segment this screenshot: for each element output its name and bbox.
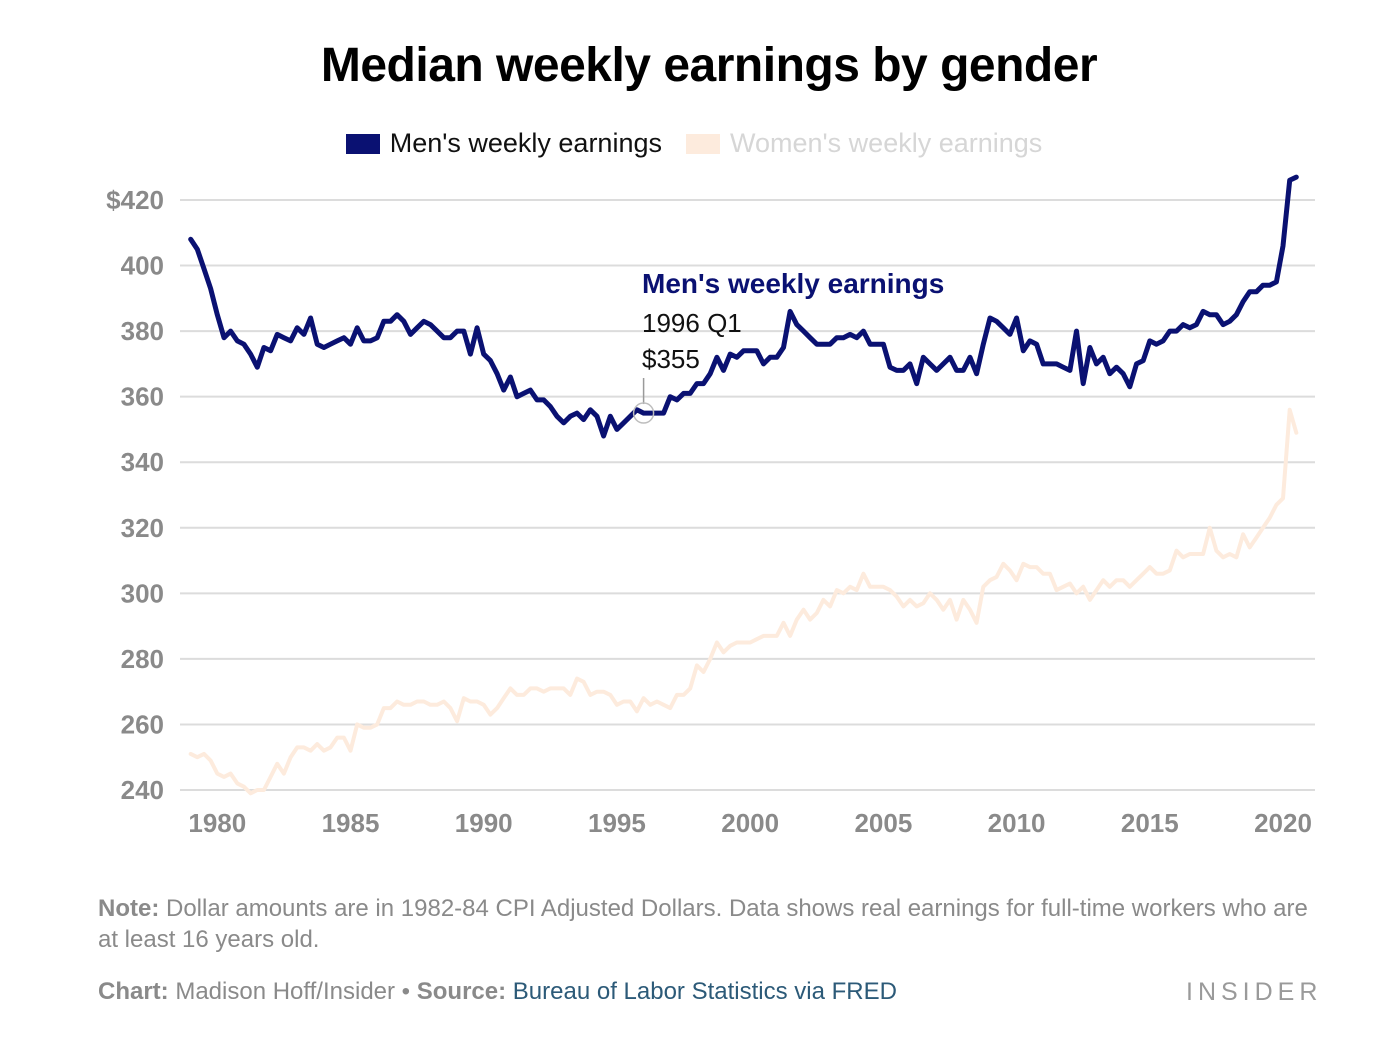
- series-lines: [188, 174, 1299, 796]
- credits: Chart: Madison Hoff/Insider • Source: Bu…: [98, 978, 897, 1006]
- note: Note: Dollar amounts are in 1982-84 CPI …: [98, 893, 1328, 955]
- legend-item-women[interactable]: Women's weekly earnings: [685, 128, 1043, 159]
- annotation-marker: [632, 402, 655, 424]
- y-tick-label: 360: [121, 382, 164, 412]
- x-tick-label: 1990: [455, 808, 513, 838]
- note-label: Note:: [98, 895, 160, 922]
- men-earnings-line[interactable]: [188, 174, 1299, 439]
- legend-swatch-men: [345, 133, 380, 154]
- legend-item-men[interactable]: Men's weekly earnings: [345, 128, 662, 159]
- y-tick-label: 400: [121, 251, 164, 281]
- x-tick-label: 1995: [588, 808, 646, 838]
- x-tick-label: 1985: [322, 808, 380, 838]
- y-tick-label: 340: [121, 447, 164, 477]
- grid-lines: [180, 199, 1315, 791]
- y-axis-ticks: $420 400 380 360 340 320 300 280 260 240: [106, 185, 164, 805]
- y-tick-label: 260: [121, 709, 164, 739]
- y-tick-label: 240: [121, 775, 164, 805]
- x-tick-label: 2000: [721, 808, 779, 838]
- x-tick-label: 2020: [1254, 808, 1312, 838]
- annotation-period: 1996 Q1: [642, 308, 742, 338]
- bullet-separator: •: [395, 978, 417, 1005]
- x-axis-ticks: 1980 1985 1990 1995 2000 2005 2010 2015 2020: [188, 808, 1312, 838]
- line-chart[interactable]: $420 400 380 360 340 320 300 280 260 240 1980 1985…: [0, 0, 1380, 860]
- note-text: Dollar amounts are in 1982-84 CPI Adjust…: [98, 895, 1308, 953]
- y-tick-label: 380: [121, 316, 164, 346]
- x-tick-label: 1980: [188, 808, 246, 838]
- source-label: Source:: [416, 978, 507, 1005]
- chart-credit: Madison Hoff/Insider: [168, 978, 396, 1005]
- y-tick-label: 280: [121, 644, 164, 674]
- source-link[interactable]: Bureau of Labor Statistics via FRED: [512, 978, 897, 1005]
- legend-label-men: Men's weekly earnings: [389, 128, 662, 158]
- women-earnings-line[interactable]: [188, 407, 1299, 796]
- legend: Men's weekly earnings Women's weekly ear…: [0, 128, 1380, 159]
- legend-swatch-women: [685, 133, 720, 154]
- annotation-title: Men's weekly earnings: [642, 268, 944, 299]
- insider-logo: INSIDER: [1186, 978, 1323, 1006]
- x-tick-label: 2005: [854, 808, 912, 838]
- x-tick-label: 2010: [988, 808, 1046, 838]
- annotation-value: $355: [642, 344, 700, 374]
- chart-credit-label: Chart:: [98, 978, 169, 1005]
- y-tick-label: 300: [121, 578, 164, 608]
- y-tick-label: $420: [106, 185, 164, 215]
- chart-title: Median weekly earnings by gender: [320, 39, 1098, 92]
- y-tick-label: 320: [121, 513, 164, 543]
- annotation: Men's weekly earnings 1996 Q1 $355: [632, 268, 944, 424]
- legend-label-women: Women's weekly earnings: [729, 128, 1043, 158]
- x-tick-label: 2015: [1121, 808, 1179, 838]
